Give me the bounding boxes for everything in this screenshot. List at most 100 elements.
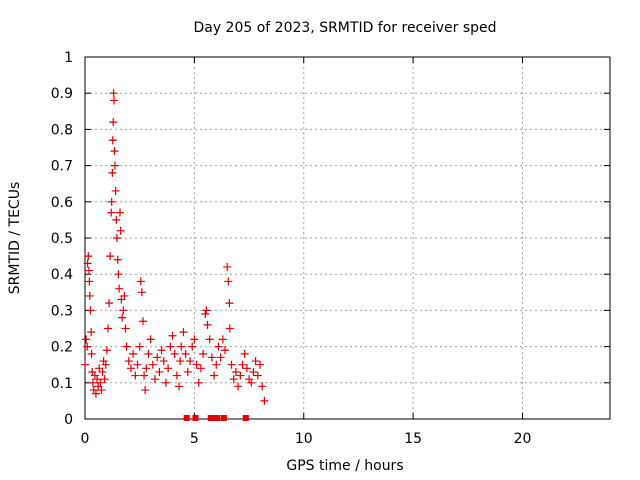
data-point bbox=[212, 360, 221, 369]
data-point bbox=[203, 320, 212, 329]
data-point bbox=[88, 378, 97, 387]
y-tick-label: 0.3 bbox=[51, 303, 73, 319]
y-tick-label: 0.7 bbox=[51, 159, 73, 175]
data-point bbox=[164, 364, 173, 373]
data-point bbox=[172, 371, 181, 380]
data-point bbox=[121, 324, 130, 333]
data-point bbox=[190, 335, 199, 344]
data-point bbox=[240, 349, 249, 358]
y-tick-label: 0.9 bbox=[51, 86, 73, 102]
data-point bbox=[159, 357, 168, 366]
data-point bbox=[183, 367, 192, 376]
data-point bbox=[225, 324, 234, 333]
data-point bbox=[116, 226, 125, 235]
data-point bbox=[199, 349, 208, 358]
data-point bbox=[142, 364, 151, 373]
axis-ticks bbox=[84, 56, 610, 420]
y-tick-label: 0.8 bbox=[51, 122, 73, 138]
data-point bbox=[151, 375, 159, 384]
data-point bbox=[220, 415, 227, 421]
data-point bbox=[218, 335, 227, 344]
tick-labels: 00.10.20.30.40.50.60.70.80.910 5 10 15 20 bbox=[51, 50, 532, 447]
data-point bbox=[227, 360, 236, 369]
data-point bbox=[210, 371, 219, 380]
y-tick-label: 0.6 bbox=[51, 195, 73, 211]
data-point bbox=[155, 367, 164, 376]
data-point bbox=[135, 342, 144, 351]
data-point bbox=[181, 349, 190, 358]
data-point bbox=[110, 147, 119, 156]
x-tick-label: 20 bbox=[514, 431, 532, 447]
data-point bbox=[82, 335, 91, 344]
y-tick-label: 0.5 bbox=[51, 231, 73, 247]
data-point bbox=[107, 197, 116, 206]
data-point bbox=[115, 284, 124, 293]
x-tick-label: 5 bbox=[190, 431, 199, 447]
data-point bbox=[109, 89, 118, 98]
data-point bbox=[161, 378, 170, 387]
data-point bbox=[176, 357, 185, 366]
x-tick-label: 15 bbox=[404, 431, 422, 447]
data-point bbox=[260, 396, 269, 405]
data-point bbox=[205, 335, 214, 344]
data-point bbox=[146, 335, 155, 344]
data-point bbox=[119, 306, 128, 315]
data-point bbox=[253, 371, 262, 380]
data-point bbox=[201, 310, 210, 319]
data-point bbox=[221, 346, 229, 355]
data-point bbox=[225, 299, 234, 308]
x-tick-label: 10 bbox=[295, 431, 313, 447]
data-point bbox=[118, 313, 127, 322]
y-axis-label: SRMTID / TECUs bbox=[7, 182, 23, 295]
y-tick-label: 0.1 bbox=[51, 376, 73, 392]
data-point bbox=[247, 378, 256, 387]
data-point bbox=[95, 364, 104, 373]
data-point bbox=[144, 349, 153, 358]
data-point bbox=[168, 331, 177, 340]
data-point bbox=[136, 277, 145, 286]
data-point bbox=[89, 386, 98, 395]
data-point bbox=[110, 96, 119, 105]
data-point bbox=[207, 415, 214, 421]
data-point bbox=[175, 382, 184, 391]
data-point bbox=[83, 259, 92, 268]
data-point bbox=[256, 360, 264, 369]
data-point bbox=[153, 353, 162, 362]
data-point bbox=[224, 277, 233, 286]
data-point bbox=[105, 299, 114, 308]
grid bbox=[85, 57, 610, 419]
data-point bbox=[245, 375, 254, 384]
data-point bbox=[238, 360, 247, 369]
data-point bbox=[100, 375, 109, 384]
data-point bbox=[249, 367, 258, 376]
data-point bbox=[242, 415, 249, 421]
data-point bbox=[251, 357, 260, 366]
data-point bbox=[126, 364, 135, 373]
data-point bbox=[106, 252, 115, 261]
data-point bbox=[214, 415, 221, 421]
data-point bbox=[236, 371, 245, 380]
chart-title: Day 205 of 2023, SRMTID for receiver spe… bbox=[193, 20, 496, 36]
x-tick-label: 0 bbox=[81, 431, 90, 447]
data-point bbox=[166, 342, 175, 351]
data-point bbox=[122, 342, 131, 351]
data-point bbox=[192, 415, 199, 421]
data-point bbox=[183, 415, 190, 421]
data-point bbox=[179, 328, 188, 337]
data-point bbox=[140, 371, 149, 380]
data-point bbox=[138, 317, 147, 326]
data-point bbox=[223, 262, 232, 271]
data-point bbox=[98, 367, 107, 376]
data-point bbox=[114, 270, 123, 279]
data-point bbox=[81, 360, 89, 369]
data-point bbox=[194, 378, 203, 387]
data-point bbox=[116, 208, 124, 217]
y-tick-label: 0.2 bbox=[51, 340, 73, 356]
data-point bbox=[157, 346, 166, 355]
x-axis-label: GPS time / hours bbox=[286, 458, 403, 474]
data-point bbox=[91, 389, 100, 398]
data-point bbox=[99, 357, 108, 366]
data-point bbox=[87, 349, 96, 358]
data-points bbox=[81, 89, 269, 421]
data-point bbox=[108, 168, 117, 177]
